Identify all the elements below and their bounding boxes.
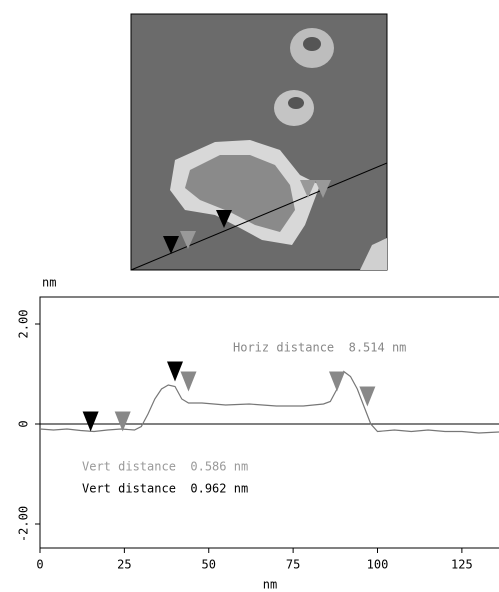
x-tick-label: 0 — [36, 558, 43, 572]
x-tick-label: 50 — [202, 558, 216, 572]
cursor-marker — [359, 387, 375, 407]
annotation: Vert distance 0.586 nm — [82, 460, 248, 474]
cursor-marker — [181, 372, 197, 392]
cursor-marker — [329, 372, 345, 392]
y-axis-label: nm — [42, 276, 56, 290]
x-tick-label: 125 — [451, 558, 473, 572]
plot-frame — [40, 297, 499, 548]
y-tick-label: 2.00 — [17, 310, 31, 339]
bump — [288, 97, 304, 109]
annotation: Vert distance 0.962 nm — [82, 482, 248, 496]
x-tick-label: 75 — [286, 558, 300, 572]
x-tick-label: 25 — [117, 558, 131, 572]
cursor-marker — [83, 412, 99, 432]
bump — [303, 37, 321, 51]
afm-image — [131, 14, 387, 270]
cursor-marker — [115, 412, 131, 432]
x-axis-label: nm — [263, 578, 277, 592]
figure: nm nm 0 25 50 75 100 125 -2.00 0 2.00 Horiz dista… — [0, 0, 499, 592]
annotation: Horiz distance 8.514 nm — [233, 341, 406, 355]
x-tick-label: 100 — [367, 558, 389, 572]
y-tick-label: 0 — [17, 420, 31, 427]
y-tick-label: -2.00 — [17, 506, 31, 542]
